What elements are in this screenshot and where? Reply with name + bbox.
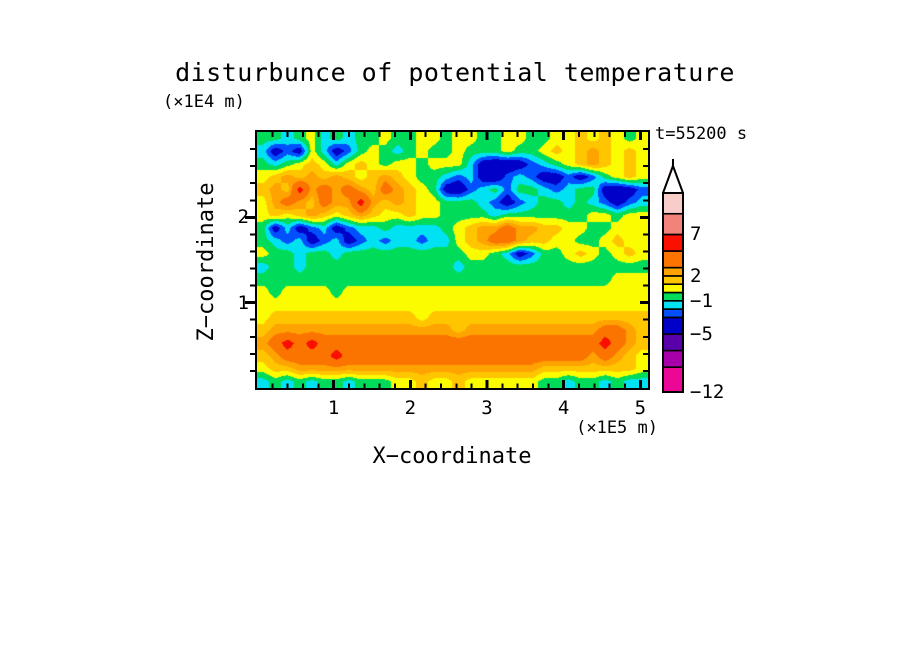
z-tick-label: 2	[237, 206, 249, 229]
colorbar-border	[662, 192, 684, 393]
colorbar-segment	[662, 212, 684, 236]
plot-frame	[255, 130, 650, 390]
colorbar-segment	[662, 266, 684, 277]
x-tick-label: 2	[404, 397, 417, 419]
colorbar-tick-label: −1	[690, 289, 713, 312]
colorbar-tick-label: 2	[690, 264, 702, 287]
colorbar-segment	[662, 283, 684, 294]
z-tick-label: 1	[237, 291, 249, 314]
colorbar-segment	[662, 233, 684, 252]
colorbar-segment	[662, 316, 684, 335]
colorbar-segment	[662, 308, 684, 319]
colorbar-segment	[662, 250, 684, 269]
x-tick-label: 1	[327, 397, 340, 419]
z-axis-title: Z−coordinate	[194, 182, 219, 342]
temperature-heatmap	[257, 132, 648, 388]
colorbar-tick-label: −5	[690, 322, 713, 345]
page-title: disturbunce of potential temperature	[175, 58, 735, 87]
z-axis-unit-label: (×1E4 m)	[163, 92, 245, 112]
colorbar-segment	[662, 366, 684, 393]
colorbar-segment	[662, 299, 684, 310]
x-tick-label: 5	[634, 397, 647, 419]
time-label: t=55200 s	[655, 124, 748, 144]
x-axis-unit-label: (×1E5 m)	[576, 418, 658, 438]
x-axis-title: X−coordinate	[372, 444, 532, 469]
colorbar-tick-label: 7	[690, 223, 702, 246]
colorbar	[662, 159, 684, 393]
colorbar-segment	[662, 349, 684, 368]
colorbar-segment	[662, 291, 684, 302]
colorbar-segment	[662, 192, 684, 215]
x-tick-label: 4	[557, 397, 570, 419]
colorbar-arrow	[662, 159, 684, 194]
colorbar-segment	[662, 333, 684, 352]
colorbar-segment	[662, 275, 684, 286]
colorbar-tick-label: −12	[690, 381, 725, 403]
x-tick-label: 3	[481, 397, 493, 419]
